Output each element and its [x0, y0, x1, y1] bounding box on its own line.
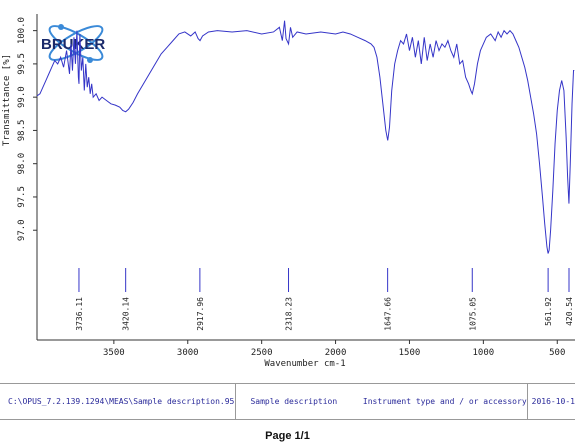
y-tick-label: 98.5 [17, 120, 27, 142]
y-tick-label: 100.0 [17, 17, 27, 44]
logo-dot [58, 24, 64, 30]
y-tick-label: 97.0 [17, 219, 27, 241]
x-tick-label: 1500 [399, 348, 421, 358]
peak-label: 420.54 [565, 297, 574, 326]
chart: Transmittance [%] Wavenumber cm-1 BRUKER… [2, 14, 575, 369]
page-number: Page 1/1 [265, 430, 310, 442]
x-tick-label: 1000 [473, 348, 495, 358]
peak-label: 1647.66 [384, 297, 393, 331]
footer-cell: Sample description [250, 397, 338, 406]
y-tick-label: 99.5 [17, 53, 27, 75]
x-tick-label: 500 [549, 348, 565, 358]
x-tick-label: 2500 [251, 348, 273, 358]
peak-label: 561.92 [544, 297, 553, 326]
peak-label: 1075.05 [468, 297, 477, 331]
peak-label: 2917.96 [196, 297, 205, 331]
x-tick-label: 3000 [177, 348, 199, 358]
y-tick-label: 98.0 [17, 153, 27, 175]
footer-cell: C:\OPUS_7.2.139.1294\MEAS\Sample descrip… [0, 384, 237, 419]
peak-label: 3420.14 [122, 297, 131, 331]
x-axis-title: Wavenumber cm-1 [264, 359, 345, 369]
x-tick-label: 3500 [103, 348, 125, 358]
peak-label: 2318.23 [285, 297, 294, 331]
footer-cell: 2016-10-1 [531, 397, 575, 406]
y-tick-label: 97.5 [17, 186, 27, 208]
plot-area [37, 20, 575, 254]
y-tick-label: 99.0 [17, 86, 27, 108]
spectrum-line [37, 20, 575, 254]
peak-label: 3736.11 [75, 297, 84, 331]
footer-table: C:\OPUS_7.2.139.1294\MEAS\Sample descrip… [0, 383, 575, 420]
footer-cell: Instrument type and / or accessory [355, 384, 528, 419]
logo-dot [87, 57, 93, 63]
x-tick-label: 2000 [325, 348, 347, 358]
y-axis-title: Transmittance [%] [2, 54, 12, 146]
